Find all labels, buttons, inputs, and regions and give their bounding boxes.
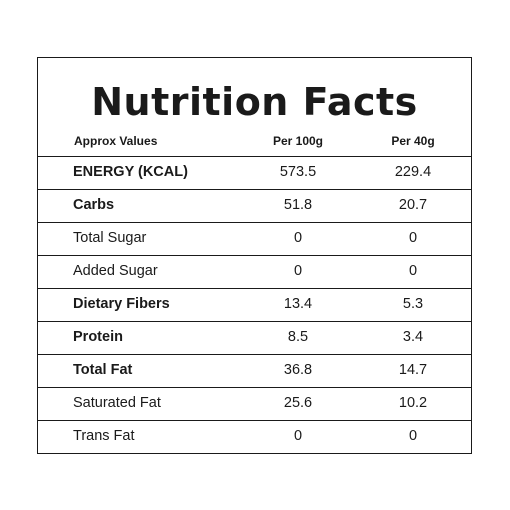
header-per-40g: Per 40g [391, 134, 435, 148]
table-row: Trans Fat 0 0 [38, 420, 471, 453]
nutrient-name: ENERGY (KCAL) [73, 164, 188, 180]
table-row: Carbs 51.8 20.7 [38, 189, 471, 222]
table-row: ENERGY (KCAL) 573.5 229.4 [38, 156, 471, 189]
value-per-40g: 0 [408, 428, 418, 444]
value-per-100g: 0 [293, 428, 303, 444]
value-per-40g: 10.2 [398, 395, 428, 411]
value-per-40g: 3.4 [402, 329, 424, 345]
value-per-40g: 20.7 [398, 197, 428, 213]
value-per-100g: 13.4 [283, 296, 313, 312]
value-per-100g: 573.5 [279, 164, 317, 180]
nutrition-table: ENERGY (KCAL) 573.5 229.4 Carbs 51.8 20.… [38, 156, 471, 453]
value-per-40g: 0 [408, 230, 418, 246]
value-per-100g: 25.6 [283, 395, 313, 411]
table-row: Dietary Fibers 13.4 5.3 [38, 288, 471, 321]
nutrient-name: Protein [73, 329, 123, 345]
table-row: Total Fat 36.8 14.7 [38, 354, 471, 387]
nutrient-name: Dietary Fibers [73, 296, 170, 312]
nutrient-name: Saturated Fat [73, 395, 161, 411]
page-title: Nutrition Facts [91, 80, 418, 124]
value-per-40g: 14.7 [398, 362, 428, 378]
table-row: Protein 8.5 3.4 [38, 321, 471, 354]
table-row: Saturated Fat 25.6 10.2 [38, 387, 471, 420]
table-row: Total Sugar 0 0 [38, 222, 471, 255]
value-per-40g: 229.4 [394, 164, 432, 180]
value-per-100g: 51.8 [283, 197, 313, 213]
table-row: Added Sugar 0 0 [38, 255, 471, 288]
nutrient-name: Carbs [73, 197, 115, 213]
nutrient-name: Trans Fat [73, 428, 135, 444]
table-header: Approx Values Per 100g Per 40g [38, 134, 471, 152]
value-per-40g: 0 [408, 263, 418, 279]
value-per-100g: 0 [293, 263, 303, 279]
header-approx-values: Approx Values [74, 134, 158, 148]
nutrient-name: Added Sugar [73, 263, 158, 279]
nutrient-name: Total Sugar [73, 230, 147, 246]
nutrition-facts-panel: Nutrition Facts Approx Values Per 100g P… [37, 57, 472, 454]
value-per-100g: 0 [293, 230, 303, 246]
value-per-40g: 5.3 [402, 296, 424, 312]
value-per-100g: 8.5 [287, 329, 309, 345]
value-per-100g: 36.8 [283, 362, 313, 378]
header-per-100g: Per 100g [272, 134, 324, 148]
nutrient-name: Total Fat [73, 362, 133, 378]
